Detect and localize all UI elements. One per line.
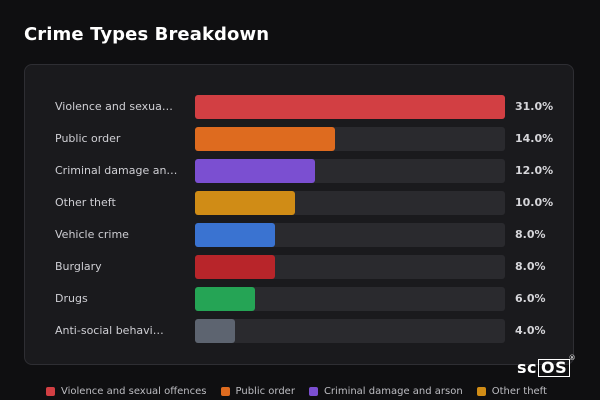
bar-row: Vehicle crime 8.0% bbox=[25, 223, 573, 247]
bar-row: Public order 14.0% bbox=[25, 127, 573, 151]
bar-row: Burglary 8.0% bbox=[25, 255, 573, 279]
bar-category-label: Burglary bbox=[55, 260, 102, 273]
legend-label: Other theft bbox=[491, 386, 547, 397]
logo-registered-mark: ® bbox=[568, 354, 577, 362]
bar-value-label: 10.0% bbox=[515, 196, 554, 209]
bar-category-label: Vehicle crime bbox=[55, 228, 129, 241]
bar-value-label: 12.0% bbox=[515, 164, 554, 177]
bar-value-label: 14.0% bbox=[515, 132, 554, 145]
bar bbox=[195, 191, 295, 215]
bar-track bbox=[195, 255, 505, 279]
legend-swatch bbox=[46, 387, 55, 396]
legend-swatch bbox=[476, 387, 486, 396]
legend-item: Other theft bbox=[476, 386, 547, 397]
bar-category-label: Criminal damage an… bbox=[55, 164, 178, 177]
bar bbox=[195, 319, 235, 343]
bar-row: Criminal damage an… 12.0% bbox=[25, 159, 573, 183]
bar-category-label: Other theft bbox=[55, 196, 116, 209]
legend-item: Public order bbox=[220, 386, 295, 397]
legend-swatch bbox=[308, 387, 318, 396]
bar bbox=[195, 159, 315, 183]
bar-category-label: Public order bbox=[55, 132, 121, 145]
bar-category-label: Violence and sexua… bbox=[55, 100, 173, 113]
chart-legend: Violence and sexual offences Public order… bbox=[46, 386, 547, 397]
bar-row: Other theft 10.0% bbox=[25, 191, 573, 215]
bar bbox=[195, 127, 335, 151]
chart-panel: Violence and sexua… 31.0% Public order 14.0… bbox=[24, 64, 574, 365]
bar-value-label: 8.0% bbox=[515, 228, 546, 241]
bar-track bbox=[195, 191, 505, 215]
bar-value-label: 4.0% bbox=[515, 324, 546, 337]
page-title: Crime Types Breakdown bbox=[24, 24, 270, 45]
bar-track bbox=[195, 319, 505, 343]
bar-value-label: 6.0% bbox=[515, 292, 546, 305]
legend-label: Public order bbox=[235, 386, 295, 397]
bar-value-label: 31.0% bbox=[515, 100, 554, 113]
legend-item: Criminal damage and arson bbox=[308, 386, 463, 397]
bar-row: Violence and sexua… 31.0% bbox=[25, 95, 573, 119]
bar bbox=[195, 287, 255, 311]
bar-row: Anti-social behavi… 4.0% bbox=[25, 319, 573, 343]
bar-category-label: Drugs bbox=[55, 292, 88, 305]
bar-track bbox=[195, 287, 505, 311]
bar bbox=[195, 95, 505, 119]
legend-item: Violence and sexual offences bbox=[46, 386, 207, 397]
legend-swatch bbox=[220, 387, 230, 396]
legend-label: Violence and sexual offences bbox=[61, 386, 207, 397]
bar bbox=[195, 223, 275, 247]
logo-text: sc bbox=[517, 358, 538, 377]
bar-value-label: 8.0% bbox=[515, 260, 546, 273]
bar bbox=[195, 255, 275, 279]
bar-track bbox=[195, 127, 505, 151]
bar-row: Drugs 6.0% bbox=[25, 287, 573, 311]
logo-boxed-text: OS bbox=[538, 358, 571, 377]
bar-category-label: Anti-social behavi… bbox=[55, 324, 164, 337]
bar-track bbox=[195, 223, 505, 247]
bar-track bbox=[195, 159, 505, 183]
scos-logo: sc OS ® bbox=[517, 354, 576, 377]
bar-track bbox=[195, 95, 505, 119]
legend-label: Criminal damage and arson bbox=[323, 386, 463, 397]
